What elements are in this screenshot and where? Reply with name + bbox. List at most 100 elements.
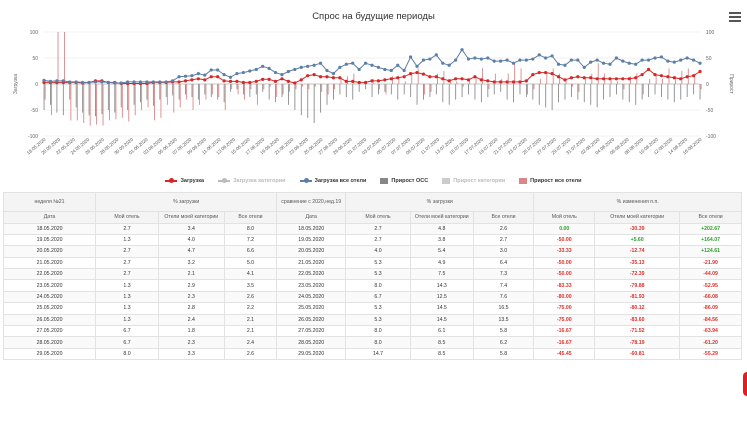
- bar-all-growth: [482, 68, 483, 84]
- table-cell: 1.3: [95, 302, 159, 315]
- series-point: [531, 73, 535, 77]
- bar-all-growth: [430, 84, 432, 92]
- table-cell: 1.3: [95, 290, 159, 304]
- series-point: [325, 68, 329, 73]
- bar-occ-growth: [152, 84, 154, 106]
- table-cell: 2.7: [95, 268, 159, 281]
- series-point: [479, 78, 483, 82]
- series-point: [209, 68, 213, 72]
- bar-all-growth: [469, 78, 471, 84]
- series-point: [531, 57, 535, 61]
- table-cell: -80.00: [533, 290, 596, 304]
- bar-all-growth: [700, 84, 702, 90]
- series-point: [537, 53, 541, 57]
- bar-occ-growth: [429, 84, 431, 97]
- series-point: [280, 73, 284, 77]
- series-point: [351, 61, 355, 65]
- bar-occ-growth: [95, 84, 96, 117]
- series-point: [582, 76, 586, 80]
- table-cell: 7.3: [472, 268, 535, 281]
- table-cell: 24.05.2020: [2, 290, 97, 304]
- bar-all-growth: [681, 71, 683, 84]
- bar-all-growth: [141, 84, 143, 110]
- y-tick-left: 50: [32, 56, 38, 62]
- table-cell: 3.5: [223, 279, 278, 292]
- series-point: [318, 75, 323, 79]
- table-cell: 5.3: [345, 268, 411, 281]
- hamburger-menu-icon[interactable]: [729, 12, 741, 22]
- bar-occ-growth: [75, 84, 77, 108]
- bar-occ-growth: [416, 84, 418, 105]
- side-tab[interactable]: [743, 372, 747, 396]
- table-cell: 2.6: [223, 347, 278, 361]
- column-header: Отели моей категории: [409, 211, 474, 224]
- bar-occ-growth: [197, 84, 199, 100]
- bar-all-growth: [83, 84, 85, 123]
- series-point: [576, 75, 580, 79]
- bar-occ-growth: [506, 84, 508, 100]
- table-row: 25.05.2020 1.3 2.8 2.2 25.05.2020 5.3 14.5 16.5…: [2, 302, 742, 315]
- series-point: [646, 58, 651, 62]
- table-cell: 28.05.2020: [2, 336, 97, 349]
- bar-occ-growth: [333, 84, 334, 100]
- legend-item[interactable]: Загрузка категории: [218, 178, 286, 184]
- bar-occ-growth: [667, 84, 669, 100]
- table-cell: 5.8: [472, 347, 535, 361]
- bar-occ-growth: [107, 84, 109, 110]
- bar-all-growth: [565, 78, 567, 84]
- series-point: [640, 73, 644, 77]
- bar-all-growth: [694, 73, 696, 84]
- bar-occ-growth: [628, 84, 630, 103]
- series-point: [183, 74, 188, 78]
- table-cell: 24.05.2020: [276, 290, 347, 304]
- series-point: [505, 58, 509, 62]
- table-cell: 14.5: [409, 302, 474, 315]
- legend-item[interactable]: Загрузка все отели: [299, 178, 366, 184]
- bar-occ-growth: [699, 84, 701, 100]
- table-cell: 7.5: [409, 268, 474, 281]
- bar-occ-growth: [217, 84, 219, 100]
- bar-all-growth: [629, 76, 631, 84]
- series-point: [145, 80, 149, 84]
- series-point: [621, 77, 625, 81]
- bar-occ-growth: [255, 84, 257, 95]
- bar-all-growth: [314, 84, 316, 87]
- series-point: [312, 63, 316, 67]
- series-point: [544, 70, 548, 75]
- bar-all-growth: [263, 84, 265, 90]
- series-point: [627, 61, 631, 65]
- table-cell: 2.7: [345, 222, 411, 235]
- series-point: [93, 80, 98, 84]
- bar-all-growth: [520, 68, 522, 84]
- legend-item[interactable]: Прирост категории: [442, 178, 505, 184]
- bar-occ-growth: [570, 84, 572, 97]
- table-cell: 4.8: [409, 222, 474, 235]
- table-row: 26.05.2020 1.3 2.4 2.1 26.05.2020 5.3 14.5 13.5…: [2, 313, 742, 327]
- series-point: [190, 78, 194, 82]
- legend-item[interactable]: Загрузка: [165, 178, 204, 184]
- series-point: [113, 81, 117, 85]
- y-tick-left: 0: [35, 82, 38, 88]
- table-cell: 8.0: [345, 324, 411, 338]
- series-point: [222, 73, 226, 77]
- series-point: [492, 59, 496, 63]
- legend-item[interactable]: Прирост все отели: [519, 178, 582, 184]
- series-point: [595, 58, 599, 62]
- series-point: [235, 79, 239, 83]
- bar-occ-growth: [410, 84, 412, 97]
- bar-all-growth: [256, 84, 258, 105]
- series-point: [228, 79, 233, 83]
- bar-all-growth: [276, 84, 278, 97]
- bar-all-growth: [321, 84, 323, 92]
- series-point: [389, 68, 393, 73]
- series-point: [273, 70, 278, 75]
- y-tick-left: -50: [31, 108, 38, 114]
- table-cell: 19.05.2020: [2, 233, 97, 247]
- series-point: [666, 75, 670, 79]
- bar-all-growth: [224, 84, 226, 110]
- series-point: [402, 68, 406, 73]
- bar-occ-growth: [622, 84, 624, 100]
- legend-item[interactable]: Прирост ОСС: [380, 178, 428, 184]
- series-point: [499, 80, 503, 84]
- series-point: [299, 78, 303, 82]
